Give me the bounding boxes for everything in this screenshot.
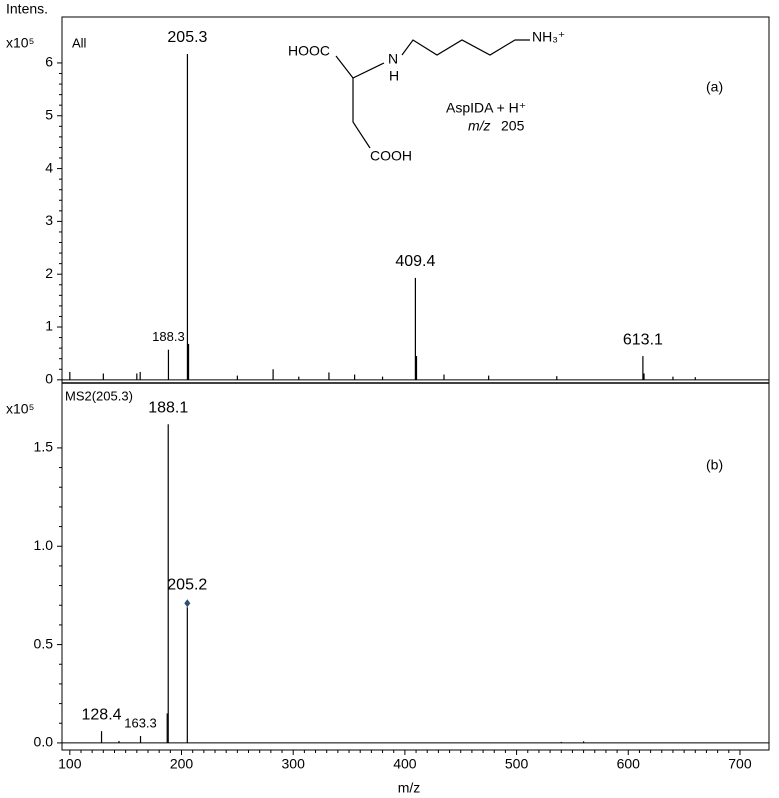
y-tick-label: 2 bbox=[45, 265, 53, 281]
bond bbox=[335, 55, 385, 79]
y-tick-label: 3 bbox=[45, 212, 53, 228]
y-scale-label: x10⁵ bbox=[6, 35, 34, 51]
y-tick-label: 1 bbox=[45, 318, 53, 334]
compound-label: AspIDA + H⁺ bbox=[446, 100, 526, 116]
bond bbox=[352, 78, 371, 149]
y-tick-label: 0.0 bbox=[34, 734, 54, 750]
x-tick-label: 600 bbox=[617, 756, 641, 772]
atom-label: HOOC bbox=[288, 43, 330, 59]
y-tick-label: 0.5 bbox=[34, 635, 54, 651]
peak-label: 613.1 bbox=[623, 331, 663, 348]
panel-title: MS2(205.3) bbox=[65, 388, 133, 403]
x-axis-label: m/z bbox=[398, 780, 421, 796]
structure: HOOC N H NH₃⁺ COOH AspIDA + H⁺ m/z 205 bbox=[288, 29, 565, 164]
peak-label: 163.3 bbox=[124, 715, 157, 730]
y-tick-label: 4 bbox=[45, 159, 53, 175]
panel-label: (b) bbox=[706, 457, 723, 473]
atom-label: COOH bbox=[370, 148, 412, 164]
y-axis-label: Intens. bbox=[6, 1, 48, 17]
y-tick-label: 6 bbox=[45, 54, 53, 70]
peak-label: 409.4 bbox=[395, 253, 435, 270]
x-tick-label: 200 bbox=[170, 756, 194, 772]
y-scale-label: x10⁵ bbox=[6, 401, 34, 417]
peak-label: 188.1 bbox=[148, 400, 188, 417]
peak-label: 128.4 bbox=[82, 706, 122, 723]
x-tick-label: 500 bbox=[505, 756, 529, 772]
mz-value: 205 bbox=[501, 118, 525, 134]
x-tick-label: 100 bbox=[58, 756, 82, 772]
peak-label: 205.3 bbox=[167, 29, 207, 46]
mz-prefix: m/z bbox=[468, 118, 491, 134]
panel-title: All bbox=[72, 35, 87, 50]
x-tick-label: 400 bbox=[393, 756, 417, 772]
atom-label: H bbox=[389, 68, 399, 84]
y-tick-label: 1.0 bbox=[34, 537, 54, 553]
x-tick-label: 700 bbox=[728, 756, 752, 772]
atom-label: N bbox=[388, 51, 398, 67]
atom-label: NH₃⁺ bbox=[532, 29, 565, 45]
bond bbox=[401, 39, 530, 56]
y-tick-label: 0 bbox=[45, 371, 53, 387]
y-tick-label: 5 bbox=[45, 106, 53, 122]
panel-label: (a) bbox=[706, 79, 723, 95]
y-tick-label: 1.5 bbox=[34, 439, 54, 455]
peak-label: 205.2 bbox=[167, 576, 207, 593]
precursor-marker bbox=[184, 599, 191, 608]
x-tick-label: 300 bbox=[282, 756, 306, 772]
peak-label: 188.3 bbox=[152, 329, 185, 344]
